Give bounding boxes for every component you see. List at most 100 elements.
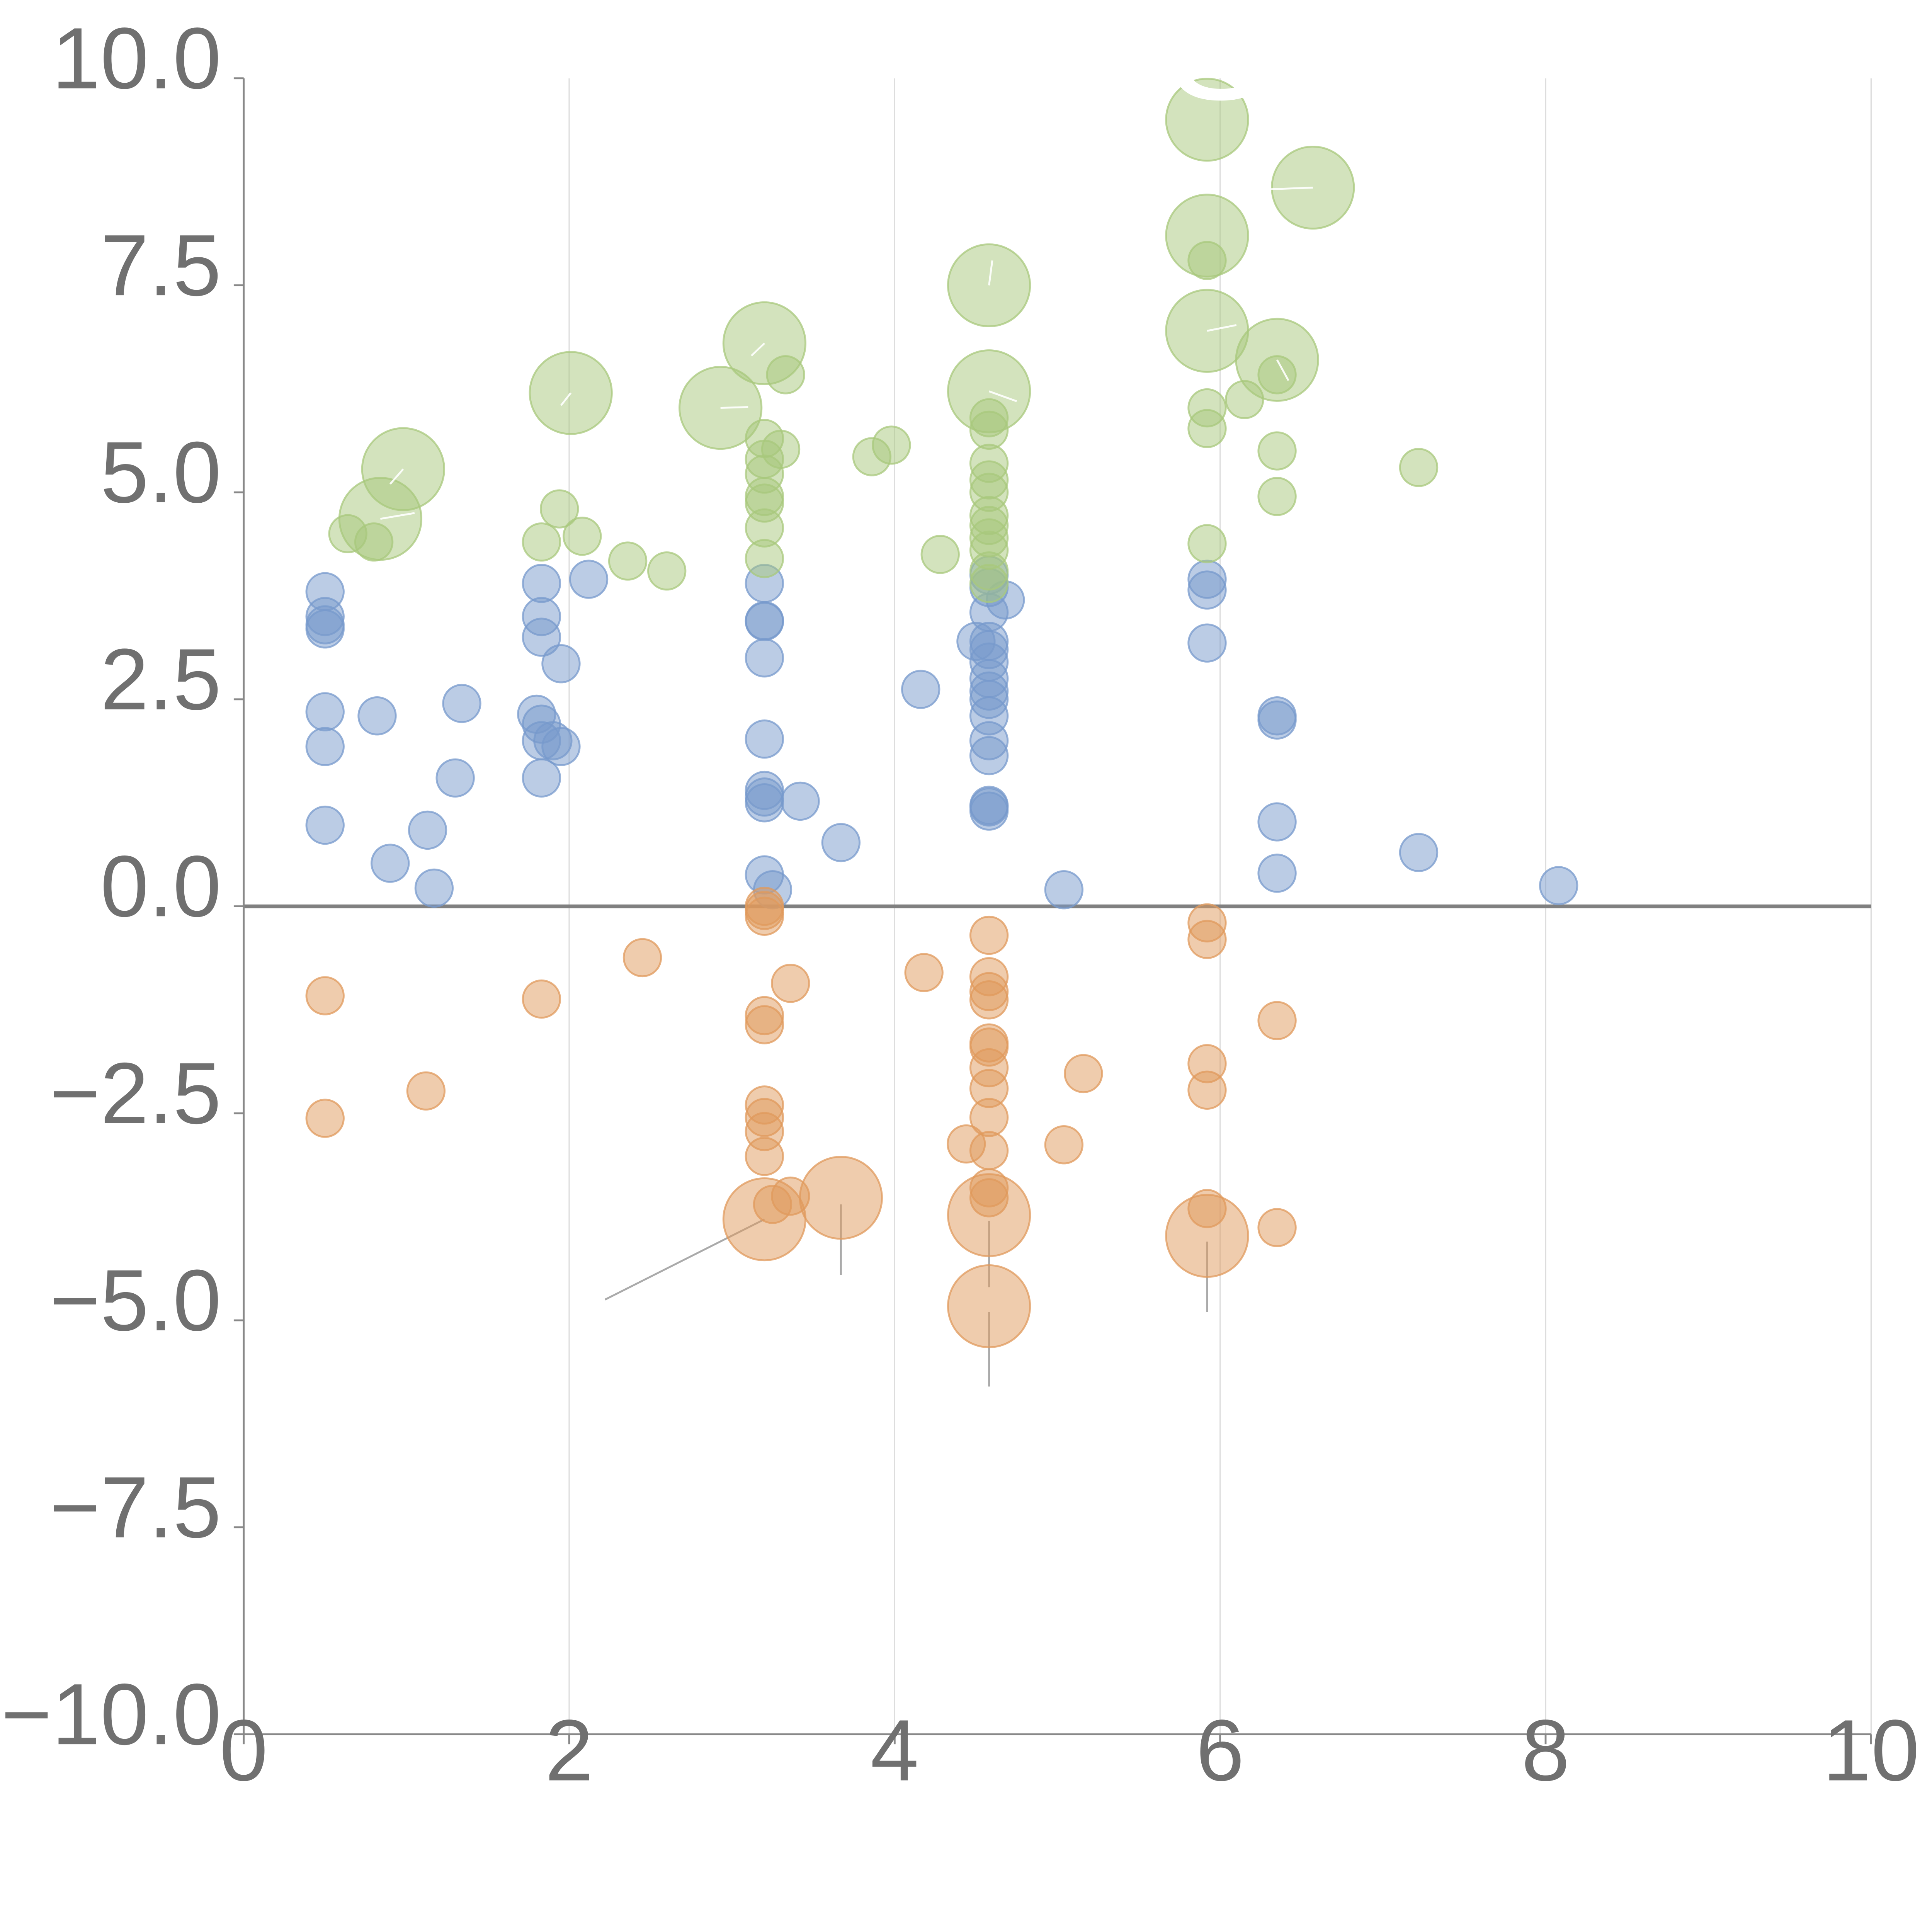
- data-point: [541, 644, 581, 684]
- data-point: [305, 609, 345, 649]
- data-point: [647, 551, 687, 591]
- data-point: [1044, 1125, 1084, 1165]
- data-point: [920, 535, 960, 574]
- data-point: [305, 692, 345, 731]
- white-leader-line: [988, 260, 993, 286]
- data-point: [357, 696, 397, 736]
- data-point: [745, 783, 784, 823]
- y-tick-label: 2.5: [100, 631, 221, 728]
- tick-labels: 0 2 4 6 8 10 10.0 7.5 5.0 2.5 0.0 −2.5 −5.0 −7.5 −10.0: [1, 9, 1920, 1799]
- data-point: [522, 564, 561, 603]
- data-point: [901, 670, 940, 709]
- data-point: [1187, 570, 1227, 610]
- data-point: [821, 823, 861, 862]
- data-point: [1044, 870, 1084, 910]
- data-point: [745, 719, 784, 759]
- data-point: [969, 791, 1009, 831]
- white-leader-line: [380, 512, 415, 520]
- data-point: [745, 1137, 784, 1176]
- data-point: [435, 758, 475, 798]
- x-tick-label: 0: [219, 1701, 268, 1799]
- data-point: [969, 915, 1009, 955]
- y-tick-label: −2.5: [49, 1044, 221, 1142]
- data-point: [406, 1071, 446, 1111]
- data-point: [305, 1099, 345, 1138]
- data-point: [562, 517, 602, 556]
- data-point: [305, 727, 345, 766]
- data-point: [1257, 1208, 1297, 1247]
- data-point: [969, 736, 1009, 776]
- axes: [233, 77, 1872, 1745]
- x-tick-label: 6: [1196, 1701, 1244, 1799]
- x-tick-label: 10: [1823, 1701, 1920, 1799]
- y-tick-label: −10.0: [1, 1665, 221, 1763]
- x-tick-label: 2: [545, 1701, 593, 1799]
- data-point: [1187, 623, 1227, 663]
- data-point: [1187, 920, 1227, 959]
- data-point: [766, 355, 805, 395]
- data-point: [771, 964, 810, 1003]
- data-point: [745, 896, 784, 936]
- data-point: [442, 684, 481, 723]
- x-tick-label: 8: [1521, 1701, 1570, 1799]
- data-point: [1187, 1070, 1227, 1110]
- data-point: [745, 602, 784, 641]
- white-leader-line: [988, 390, 1017, 402]
- data-point: [622, 938, 662, 978]
- point-label: S: [1166, 0, 1274, 133]
- data-point: [761, 430, 801, 469]
- data-point: [522, 979, 561, 1019]
- y-tick-label: −5.0: [49, 1252, 221, 1349]
- data-point: [1165, 1194, 1249, 1278]
- data-point: [1165, 78, 1249, 162]
- y-tick-label: 5.0: [100, 423, 221, 521]
- data-point: [1187, 409, 1227, 448]
- data-point: [1064, 1054, 1103, 1094]
- white-leader-line: [720, 406, 748, 409]
- data-point: [745, 638, 784, 678]
- data-point: [305, 976, 345, 1015]
- data-point: [1257, 431, 1297, 471]
- data-point: [745, 1005, 784, 1044]
- data-point: [969, 1098, 1009, 1137]
- y-tick-label: −7.5: [49, 1458, 221, 1556]
- y-tick-label: 10.0: [52, 9, 221, 107]
- data-point: [947, 1173, 1031, 1257]
- data-point: [904, 953, 944, 992]
- data-point: [1257, 477, 1297, 516]
- data-point: [1539, 866, 1578, 905]
- data-point: [969, 980, 1009, 1020]
- data-point: [1257, 700, 1297, 740]
- white-leader-line: [560, 392, 572, 406]
- data-point: [872, 425, 911, 465]
- data-point: [305, 805, 345, 845]
- data-point: [414, 868, 454, 908]
- data-point: [1187, 524, 1227, 563]
- data-point: [522, 522, 561, 562]
- label-leader-lines: [604, 1204, 1208, 1387]
- data-point: [969, 1131, 1009, 1170]
- white-leader-line: [1269, 187, 1313, 190]
- data-point: [1257, 1001, 1297, 1040]
- data-point: [745, 539, 784, 578]
- data-point: [371, 844, 410, 883]
- data-point: [1257, 802, 1297, 842]
- data-point: [969, 410, 1009, 450]
- data-point: [569, 560, 609, 599]
- data-point: [522, 758, 561, 798]
- white-leader-line: [389, 468, 404, 485]
- data-point: [947, 1264, 1031, 1349]
- white-leader-line: [1207, 324, 1237, 332]
- data-point: [969, 564, 1009, 603]
- data-point: [1399, 833, 1439, 872]
- data-points: [305, 78, 1578, 1349]
- data-point: [608, 541, 648, 581]
- x-tick-label: 4: [871, 1701, 919, 1799]
- white-leader-line: [1276, 359, 1289, 381]
- data-point: [408, 810, 447, 850]
- white-leader-line: [751, 342, 765, 357]
- point-labels: S: [380, 0, 1313, 520]
- data-point: [522, 617, 561, 657]
- data-point: [1187, 241, 1227, 280]
